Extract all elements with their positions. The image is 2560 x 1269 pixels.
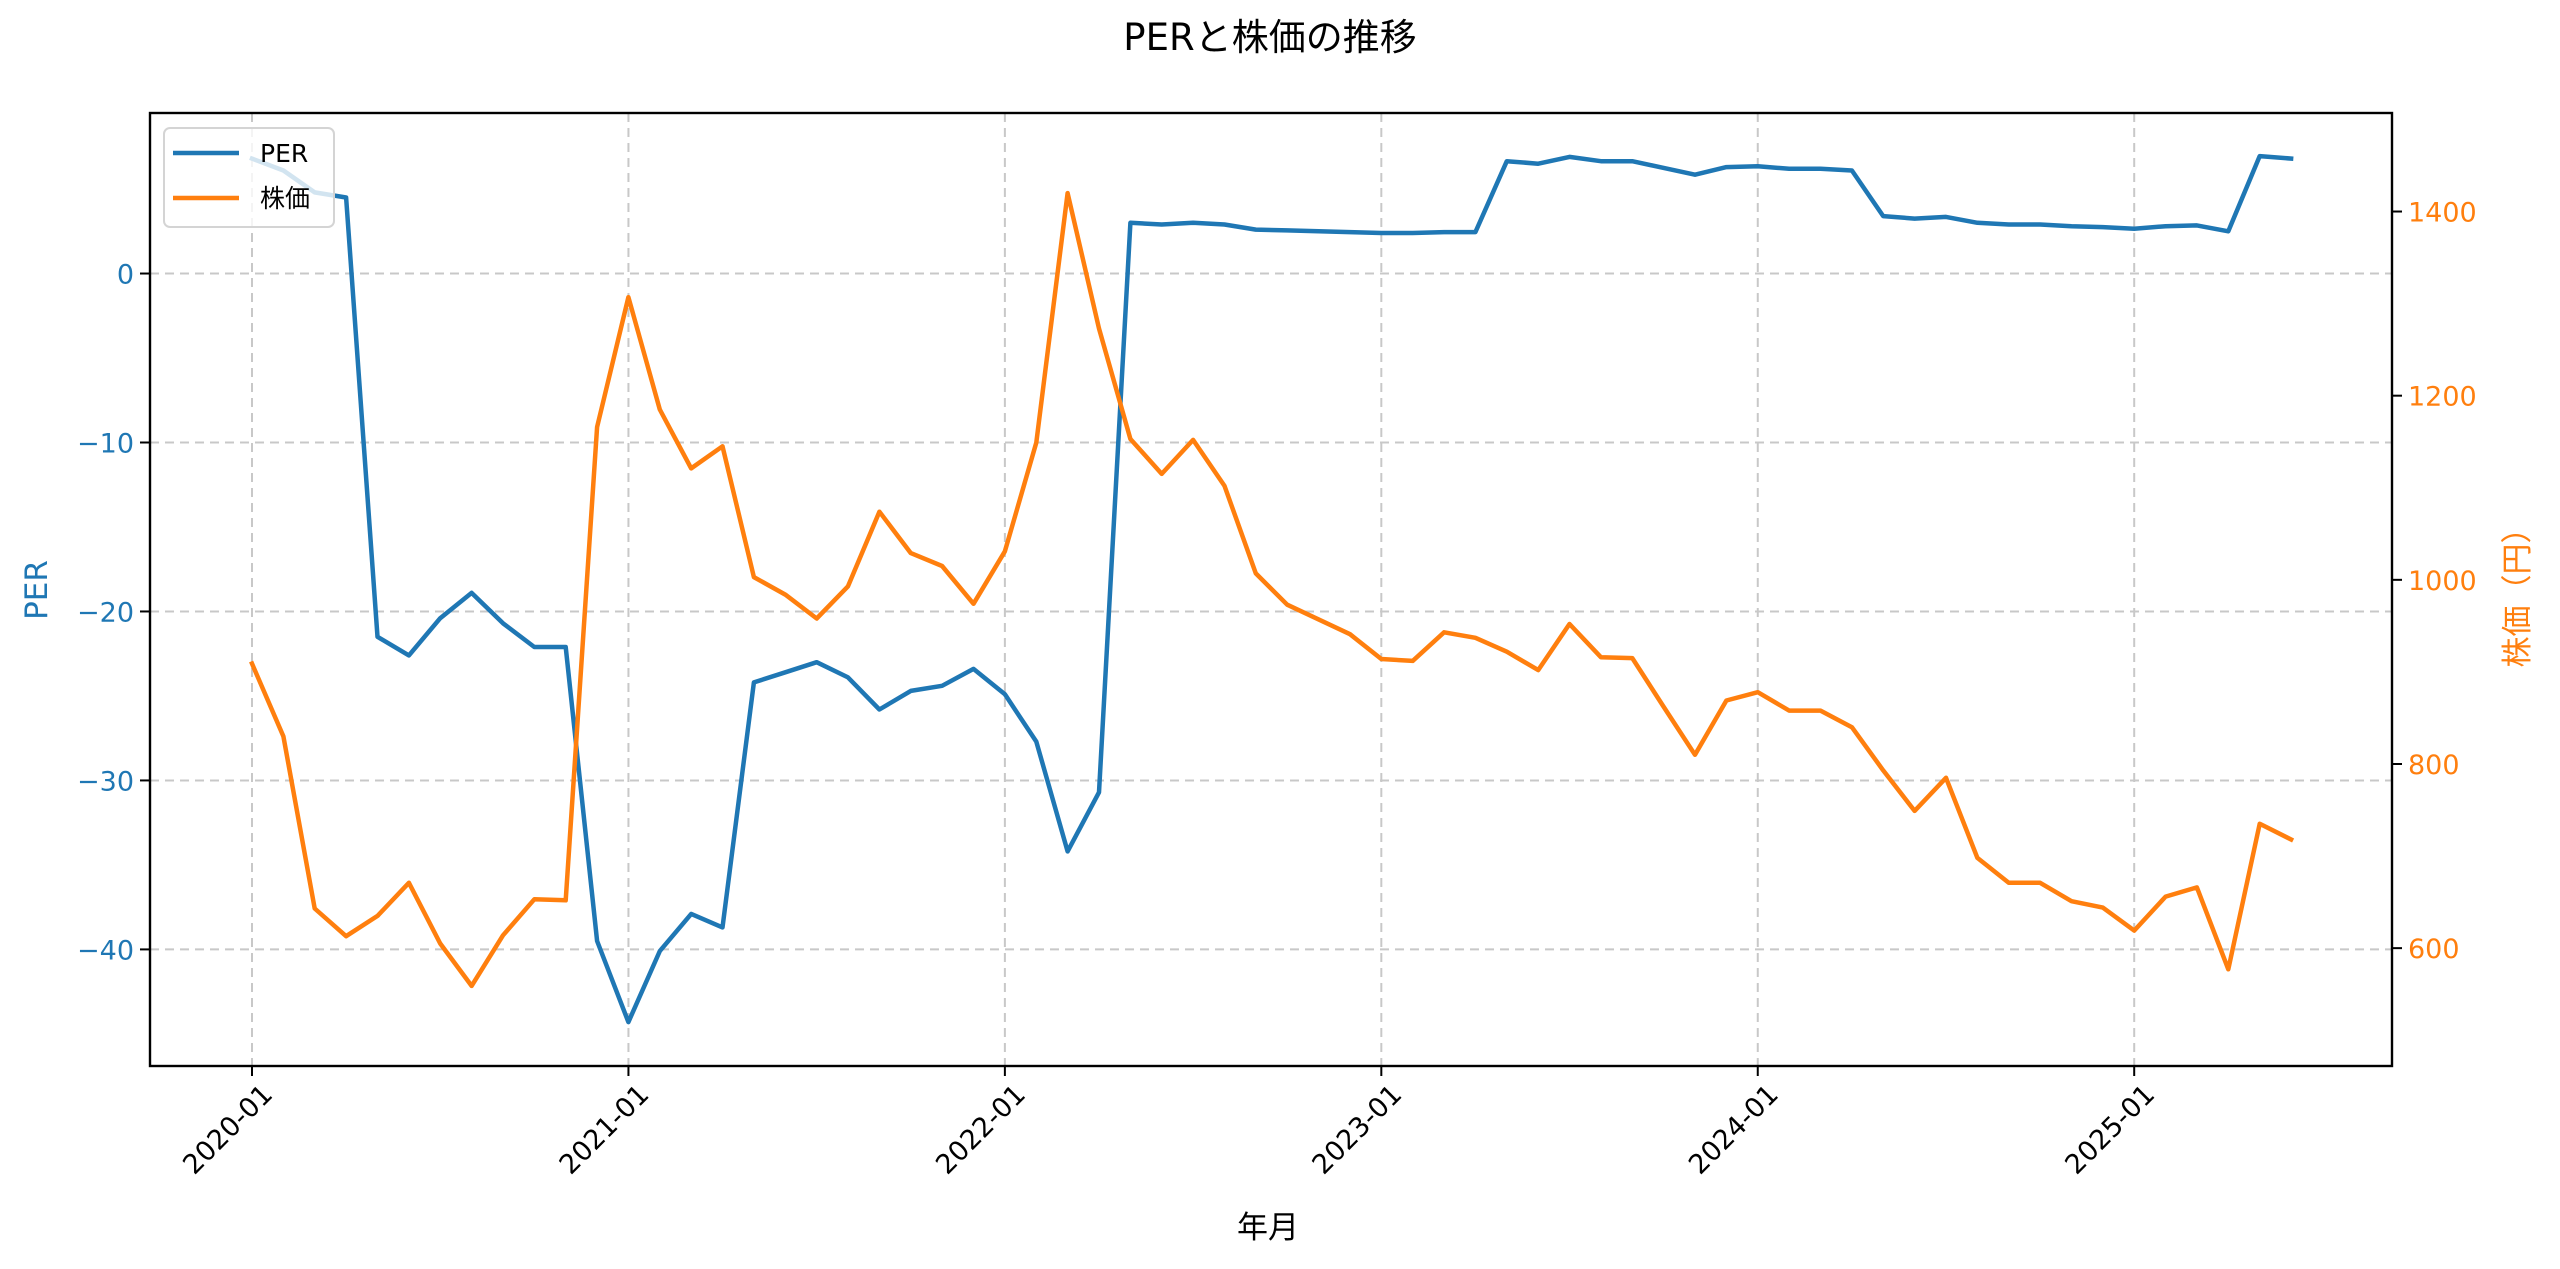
x-axis-label: 年月 [1237,1210,1299,1246]
left-tick-label: −30 [77,766,134,797]
left-tick-label: −40 [77,935,134,966]
price-polyline [249,190,2295,989]
left-y-axis-label: PER [19,560,55,620]
per-line [249,153,2294,1025]
left-tick-label: −10 [77,428,134,459]
left-y-axis-ticks: 0 −10 −20 −30 −40 [77,260,150,966]
right-tick-label: 1200 [2408,382,2477,413]
grid-lines [150,113,2392,1066]
legend-per-label: PER [260,139,308,168]
legend-price-label: 株価 [260,184,310,213]
right-y-axis-label: 株価（円） [2500,513,2536,668]
legend: PER 株価 [163,127,335,228]
right-tick-label: 600 [2408,934,2460,965]
plot-area-frame [148,111,2394,1068]
right-tick-label: 1400 [2408,198,2477,229]
right-tick-label: 800 [2408,750,2460,781]
chart-title: PERと株価の推移 [1123,16,1416,59]
price-line [249,190,2295,989]
right-y-axis-ticks: 600 800 1000 1200 1400 [2392,198,2477,965]
right-tick-label: 1000 [2408,566,2477,597]
left-tick-label: 0 [117,260,134,291]
per-polyline [249,153,2294,1025]
left-tick-label: −20 [77,597,134,628]
